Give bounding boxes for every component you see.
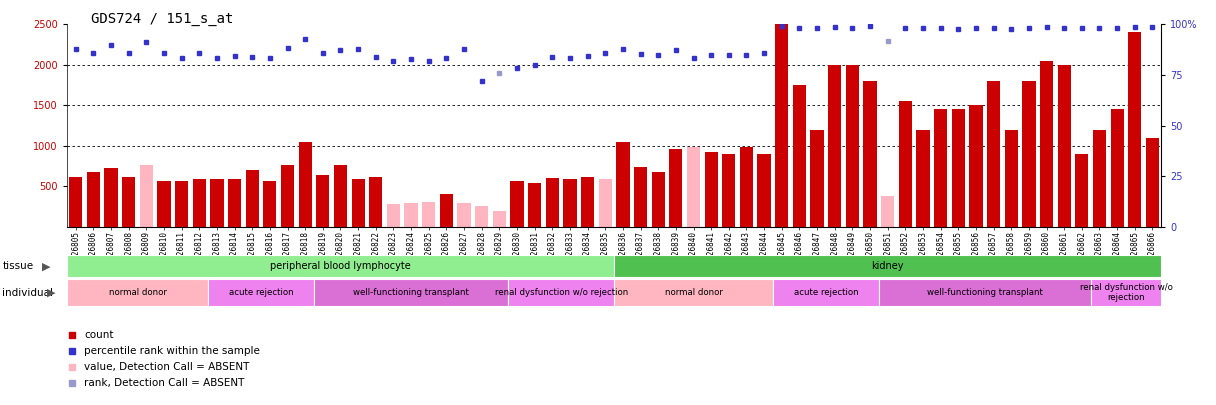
Text: ▶: ▶ — [43, 261, 50, 271]
Bar — [614, 279, 773, 306]
Bar — [1004, 130, 1018, 227]
Bar — [1145, 138, 1159, 227]
Bar — [828, 65, 841, 227]
Bar — [105, 168, 118, 227]
Bar — [86, 172, 100, 227]
Bar — [227, 179, 241, 227]
Bar — [192, 179, 206, 227]
Bar — [987, 81, 1001, 227]
Bar — [140, 165, 153, 227]
Text: acute rejection: acute rejection — [229, 288, 293, 297]
Bar — [508, 279, 614, 306]
Bar — [614, 255, 1161, 277]
Bar — [546, 178, 559, 227]
Bar — [863, 81, 877, 227]
Bar — [687, 147, 700, 227]
Bar — [758, 154, 771, 227]
Bar — [917, 130, 929, 227]
Bar — [846, 65, 858, 227]
Bar — [899, 101, 912, 227]
Bar — [387, 204, 400, 227]
Text: renal dysfunction w/o rejection: renal dysfunction w/o rejection — [495, 288, 627, 297]
Bar — [1058, 65, 1071, 227]
Bar — [952, 109, 966, 227]
Bar — [263, 181, 276, 227]
Text: count: count — [84, 330, 113, 340]
Bar — [157, 181, 170, 227]
Bar — [281, 165, 294, 227]
Text: renal dysfunction w/o
rejection: renal dysfunction w/o rejection — [1080, 283, 1172, 302]
Bar — [457, 203, 471, 227]
Bar — [351, 179, 365, 227]
Bar — [775, 24, 788, 227]
Bar — [1040, 61, 1053, 227]
Bar — [299, 142, 311, 227]
Text: percentile rank within the sample: percentile rank within the sample — [84, 346, 260, 356]
Bar — [598, 179, 612, 227]
Bar — [1110, 109, 1124, 227]
Bar — [175, 181, 188, 227]
Bar — [67, 279, 208, 306]
Text: well-functioning transplant: well-functioning transplant — [353, 288, 469, 297]
Bar — [492, 211, 506, 227]
Bar — [1128, 32, 1142, 227]
Text: acute rejection: acute rejection — [794, 288, 858, 297]
Bar — [793, 85, 806, 227]
Bar — [634, 167, 647, 227]
Bar — [810, 130, 823, 227]
Text: value, Detection Call = ABSENT: value, Detection Call = ABSENT — [84, 362, 249, 372]
Bar — [581, 177, 595, 227]
Bar — [67, 255, 614, 277]
Bar — [69, 177, 83, 227]
Bar — [1075, 154, 1088, 227]
Text: kidney: kidney — [872, 261, 903, 271]
Bar — [208, 279, 314, 306]
Text: peripheral blood lymphocyte: peripheral blood lymphocyte — [270, 261, 411, 271]
Bar — [652, 172, 665, 227]
Text: normal donor: normal donor — [108, 288, 167, 297]
Bar — [210, 179, 224, 227]
Text: normal donor: normal donor — [665, 288, 722, 297]
Bar — [669, 149, 682, 227]
Bar — [475, 206, 489, 227]
Bar — [617, 142, 630, 227]
Bar — [1023, 81, 1036, 227]
Bar — [969, 105, 983, 227]
Text: rank, Detection Call = ABSENT: rank, Detection Call = ABSENT — [84, 378, 244, 388]
Text: tissue: tissue — [2, 261, 34, 271]
Text: well-functioning transplant: well-functioning transplant — [927, 288, 1042, 297]
Bar — [879, 279, 1091, 306]
Bar — [773, 279, 879, 306]
Bar — [722, 154, 736, 227]
Bar — [405, 203, 418, 227]
Bar — [1093, 130, 1107, 227]
Bar — [882, 196, 894, 227]
Text: ▶: ▶ — [47, 288, 55, 298]
Text: GDS724 / 151_s_at: GDS724 / 151_s_at — [91, 12, 233, 26]
Bar — [528, 183, 541, 227]
Bar — [334, 165, 347, 227]
Bar — [122, 177, 135, 227]
Bar — [704, 152, 717, 227]
Bar — [440, 194, 454, 227]
Bar — [739, 147, 753, 227]
Bar — [370, 177, 382, 227]
Bar — [422, 202, 435, 227]
Bar — [563, 179, 576, 227]
Bar — [314, 279, 508, 306]
Bar — [511, 181, 524, 227]
Bar — [246, 170, 259, 227]
Text: individual: individual — [2, 288, 54, 298]
Bar — [316, 175, 330, 227]
Bar — [1091, 279, 1161, 306]
Bar — [934, 109, 947, 227]
